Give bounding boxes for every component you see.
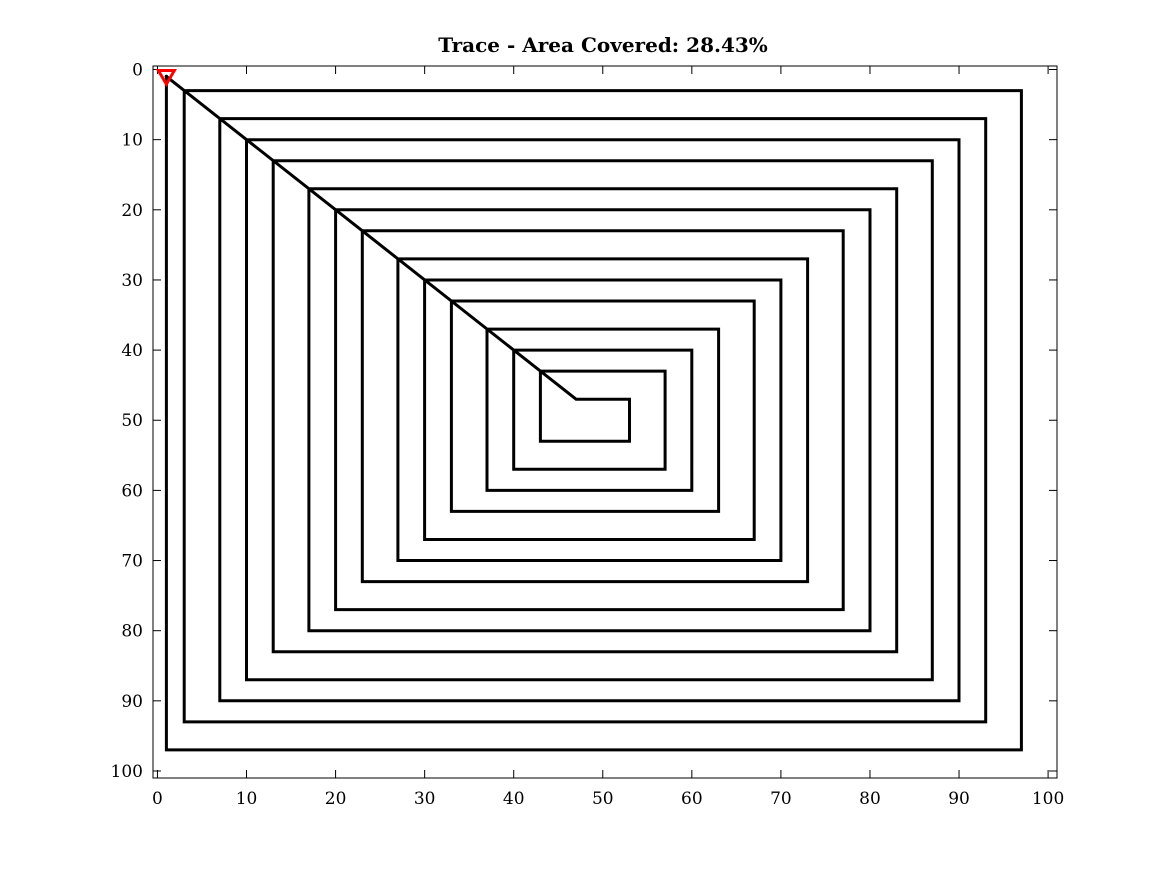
x-tick-label: 40 <box>503 789 525 809</box>
y-tick-label: 100 <box>111 762 143 782</box>
x-tick-label: 10 <box>236 789 258 809</box>
series-layer <box>164 74 1023 752</box>
y-tick-label: 0 <box>132 61 143 81</box>
x-tick-label: 70 <box>770 789 792 809</box>
y-tick-label: 10 <box>121 131 143 151</box>
x-tick-label: 80 <box>859 789 881 809</box>
y-tick-label: 90 <box>121 692 143 712</box>
x-tick-label: 60 <box>681 789 703 809</box>
chart-title: Trace - Area Covered: 28.43% <box>438 33 768 57</box>
plot-area: 0 10 20 30 40 50 60 70 80 90 100 0 10 20 30 40 50 60 70 80 9… <box>111 61 1065 809</box>
y-tick-label: 70 <box>121 552 143 572</box>
x-tick-label: 30 <box>414 789 436 809</box>
x-tick-label: 50 <box>592 789 614 809</box>
start-marker-triangle <box>155 69 177 88</box>
y-tick-label: 40 <box>121 341 143 361</box>
x-tick-label: 0 <box>152 789 163 809</box>
x-tick-label: 20 <box>325 789 347 809</box>
axis-ticks: 0 10 20 30 40 50 60 70 80 90 100 0 10 20 30 40 50 60 70 80 9… <box>111 61 1065 809</box>
trace-path-line <box>164 74 1023 752</box>
y-tick-label: 30 <box>121 271 143 291</box>
x-tick-label: 90 <box>948 789 970 809</box>
y-tick-label: 60 <box>121 481 143 501</box>
x-tick-label: 100 <box>1032 789 1064 809</box>
y-tick-label: 20 <box>121 201 143 221</box>
y-tick-label: 50 <box>121 411 143 431</box>
y-tick-label: 80 <box>121 622 143 642</box>
marker-layer <box>155 69 177 88</box>
